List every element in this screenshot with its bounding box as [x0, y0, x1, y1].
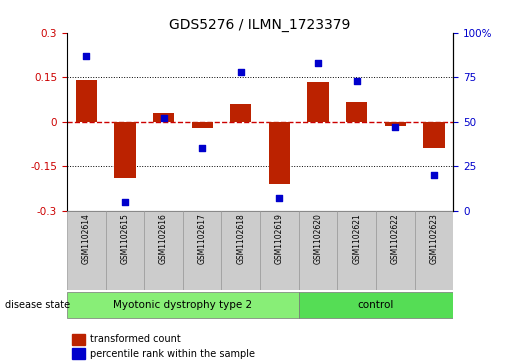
Bar	[337, 211, 376, 290]
Point	[391, 124, 400, 130]
Bar	[183, 211, 221, 290]
Bar	[106, 211, 144, 290]
Title: GDS5276 / ILMN_1723379: GDS5276 / ILMN_1723379	[169, 18, 351, 32]
Point	[198, 145, 206, 151]
Bar	[260, 211, 299, 290]
Bar	[299, 292, 453, 318]
Bar	[299, 211, 337, 290]
Bar	[192, 122, 213, 127]
Text: GSM1102616: GSM1102616	[159, 213, 168, 264]
Text: GSM1102617: GSM1102617	[198, 213, 207, 264]
Bar	[346, 102, 367, 122]
Bar	[221, 211, 260, 290]
Text: GSM1102620: GSM1102620	[314, 213, 322, 264]
Text: Myotonic dystrophy type 2: Myotonic dystrophy type 2	[113, 300, 252, 310]
Bar	[307, 82, 329, 122]
Text: GSM1102623: GSM1102623	[430, 213, 438, 264]
Text: disease state: disease state	[5, 300, 70, 310]
Bar	[385, 122, 406, 126]
Bar	[376, 211, 415, 290]
Bar	[153, 113, 174, 122]
Text: GSM1102615: GSM1102615	[121, 213, 129, 264]
Text: GSM1102622: GSM1102622	[391, 213, 400, 264]
Point	[314, 60, 322, 66]
Text: percentile rank within the sample: percentile rank within the sample	[90, 349, 255, 359]
Bar	[67, 211, 106, 290]
Point	[352, 78, 360, 83]
Bar	[114, 122, 135, 178]
Bar	[415, 211, 453, 290]
Point	[159, 115, 167, 121]
Bar	[67, 292, 299, 318]
Point	[82, 53, 91, 59]
Bar	[423, 122, 444, 148]
Point	[430, 172, 438, 178]
Bar	[230, 104, 251, 122]
Text: GSM1102618: GSM1102618	[236, 213, 245, 264]
Text: GSM1102619: GSM1102619	[275, 213, 284, 264]
Text: control: control	[358, 300, 394, 310]
Bar	[144, 211, 183, 290]
Text: GSM1102614: GSM1102614	[82, 213, 91, 264]
Point	[236, 69, 245, 75]
Bar	[269, 122, 290, 184]
Point	[121, 199, 129, 205]
Text: transformed count: transformed count	[90, 334, 181, 344]
Text: GSM1102621: GSM1102621	[352, 213, 361, 264]
Point	[275, 195, 283, 201]
Bar	[76, 80, 97, 122]
